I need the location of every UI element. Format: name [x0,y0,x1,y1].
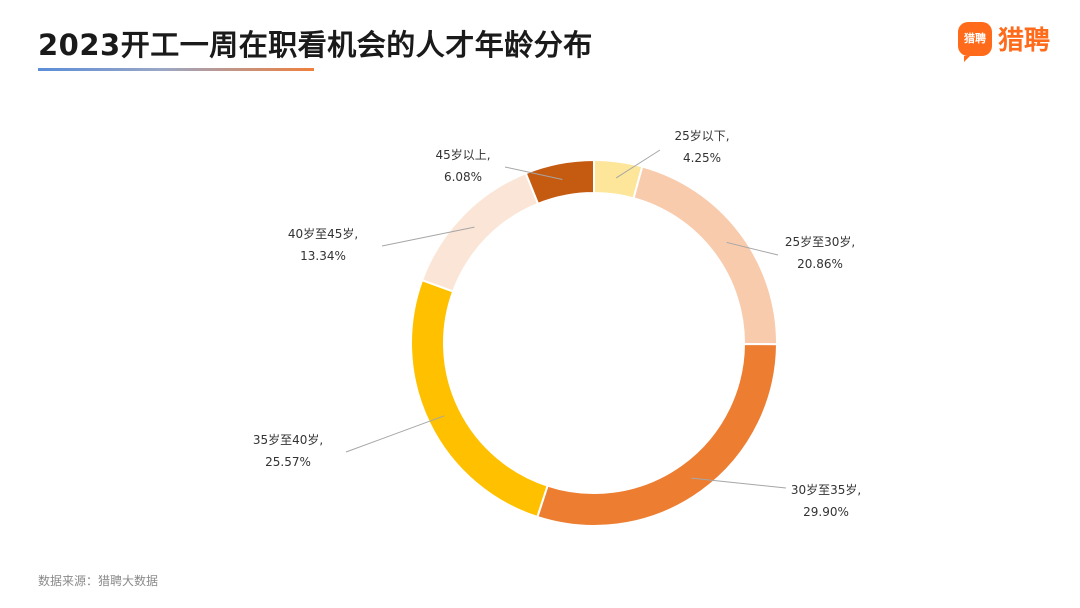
slice-label-6: 45岁以上, [435,147,490,162]
leader-line-1 [615,149,661,179]
data-source: 数据来源：猎聘大数据 [38,574,159,588]
slice-label-3: 30岁至35岁, [791,482,861,497]
slice-value-label-3: 29.90% [803,505,849,519]
logo-mark-text: 猎聘 [964,32,986,45]
leader-line-5 [381,226,475,247]
slice-value-label-2: 20.86% [797,257,843,271]
leader-line-2 [726,241,779,256]
slice-label-4: 35岁至40岁, [253,432,323,447]
slice-label-2: 25岁至30岁, [785,234,855,249]
slice-value-label-4: 25.57% [265,455,311,469]
slice-value-label-1: 4.25% [683,151,721,165]
donut-slice-6 [524,158,595,206]
donut-slice-4 [410,278,549,519]
slice-value-label-5: 13.34% [300,249,346,263]
slice-value-label-6: 6.08% [444,170,482,184]
page-title: 2023开工一周在职看机会的人才年龄分布 [38,28,593,62]
donut-slice-2 [632,165,778,346]
slice-label-1: 25岁以下, [674,128,729,143]
donut-slice-3 [536,343,779,527]
logo-icon: 猎聘 [958,21,992,62]
leader-line-6 [504,166,563,181]
liepin-logo: 猎聘 猎聘 [958,20,1051,62]
leader-line-4 [345,415,445,453]
leader-line-3 [691,477,787,489]
title-underline [38,68,314,71]
donut-slice-5 [420,171,540,293]
logo-text: 猎聘 [998,26,1051,56]
slice-label-5: 40岁至45岁, [288,226,358,241]
